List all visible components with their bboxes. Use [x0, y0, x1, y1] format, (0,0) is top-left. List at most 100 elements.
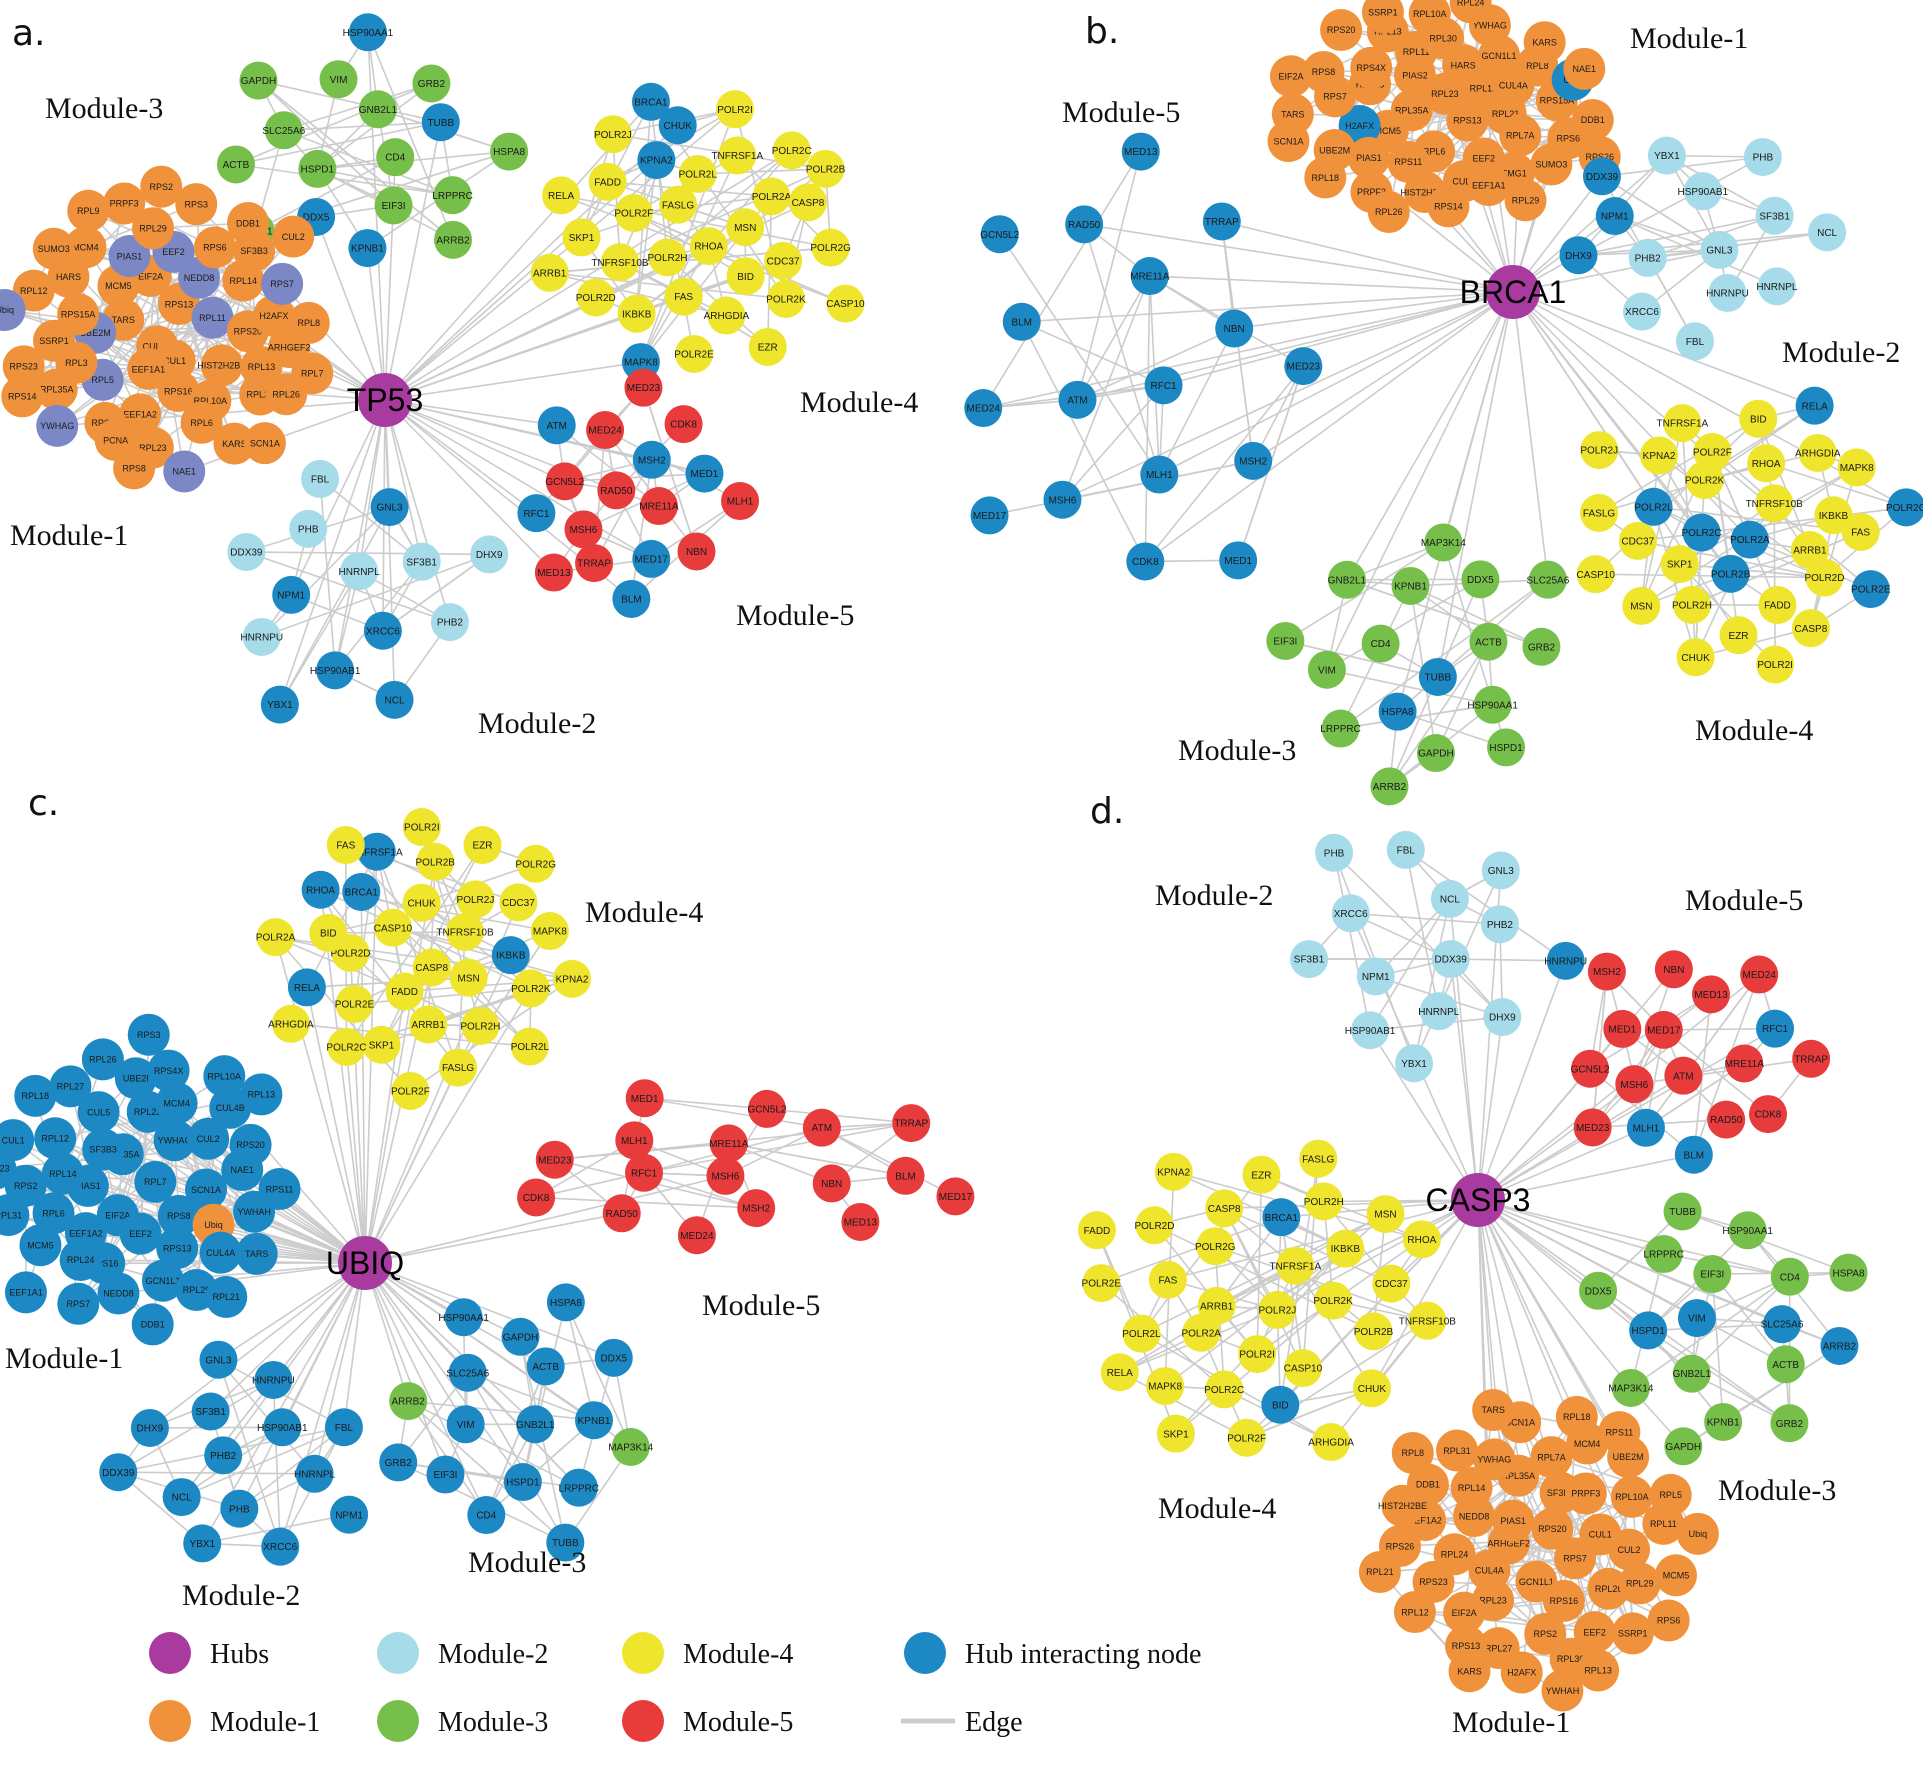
node-circle-ARHGDIA[interactable] [271, 1004, 310, 1043]
node-PHB[interactable]: PHB [220, 1489, 259, 1528]
node-circle-PIAS1[interactable] [1492, 1499, 1535, 1542]
node-BRCA1[interactable]: BRCA1 [1262, 1198, 1301, 1237]
node-POLR2B[interactable]: POLR2B [1354, 1312, 1394, 1351]
node-circle-POLR2C[interactable] [327, 1027, 366, 1066]
node-circle-SSRP1[interactable] [32, 319, 75, 362]
node-circle-MED24[interactable] [677, 1216, 716, 1255]
node-HSPA8[interactable]: HSPA8 [546, 1283, 585, 1322]
node-RPL35A[interactable]: RPL35A [35, 368, 78, 411]
node-circle-GNB2L1[interactable] [358, 90, 397, 129]
node-circle-HSPA8[interactable] [1829, 1253, 1868, 1292]
node-circle-HNRNPU[interactable] [254, 1360, 293, 1399]
node-VIM[interactable]: VIM [319, 60, 358, 99]
node-circle-SSRP1[interactable] [1611, 1612, 1654, 1655]
node-BID[interactable]: BID [726, 257, 765, 296]
node-CHUK[interactable]: CHUK [1676, 638, 1715, 677]
node-CHUK[interactable]: CHUK [658, 106, 697, 145]
node-circle-RELA[interactable] [1100, 1353, 1139, 1392]
node-circle-MED13[interactable] [534, 553, 573, 592]
node-circle-FASLG[interactable] [659, 185, 698, 224]
node-circle-FADD[interactable] [588, 162, 627, 201]
node-MED23[interactable]: MED23 [624, 368, 663, 407]
node-circle-EZR[interactable] [748, 327, 787, 366]
node-circle-FBL[interactable] [324, 1408, 363, 1447]
node-DDB1[interactable]: DDB1 [1571, 98, 1614, 141]
node-TUBB[interactable]: TUBB [1418, 657, 1457, 696]
node-GCN5L2[interactable]: GCN5L2 [545, 462, 585, 501]
node-circle-POLR2C[interactable] [1205, 1370, 1244, 1409]
node-TARS[interactable]: TARS [1472, 1388, 1515, 1431]
node-circle-PHB[interactable] [220, 1489, 259, 1528]
node-circle-ATM[interactable] [537, 406, 576, 445]
node-KPNA2[interactable]: KPNA2 [553, 959, 592, 998]
node-YBX1[interactable]: YBX1 [1395, 1044, 1434, 1083]
node-circle-ARRB2[interactable] [434, 220, 473, 259]
node-TNFRSF1A[interactable]: TNFRSF1A [1657, 404, 1709, 443]
node-circle-GNB2L1[interactable] [1672, 1354, 1711, 1393]
node-circle-SKP1[interactable] [362, 1025, 401, 1064]
node-POLR2D[interactable]: POLR2D [1804, 558, 1844, 597]
node-POLR2I[interactable]: POLR2I [715, 90, 754, 129]
node-POLR2I[interactable]: POLR2I [1238, 1335, 1277, 1374]
node-MRE11A[interactable]: MRE11A [1130, 257, 1170, 296]
node-circle-MED23[interactable] [1573, 1108, 1612, 1147]
node-circle-POLR2G[interactable] [516, 844, 555, 883]
node-circle-GRB2[interactable] [379, 1443, 418, 1482]
node-GNL3[interactable]: GNL3 [199, 1340, 238, 1379]
node-MSH2[interactable]: MSH2 [1234, 441, 1273, 480]
node-RPL24[interactable]: RPL24 [1449, 0, 1492, 24]
node-circle-POLR2K[interactable] [511, 969, 550, 1008]
node-circle-GRB2[interactable] [1770, 1404, 1809, 1443]
node-circle-ACTB[interactable] [216, 145, 255, 184]
node-MSH6[interactable]: MSH6 [1043, 480, 1082, 519]
node-circle-NCL[interactable] [375, 680, 414, 719]
node-PRPF3[interactable]: PRPF3 [1564, 1472, 1607, 1515]
node-KARS[interactable]: KARS [1523, 21, 1566, 64]
node-circle-RPL12[interactable] [34, 1117, 77, 1160]
node-EIF3I[interactable]: EIF3I [1693, 1255, 1732, 1294]
node-MED1[interactable]: MED1 [1219, 541, 1258, 580]
node-SF3B1[interactable]: SF3B1 [1755, 196, 1794, 235]
node-circle-LRPPRC[interactable] [1321, 709, 1360, 748]
node-Ubiq[interactable]: Ubiq [0, 288, 26, 331]
node-SKP1[interactable]: SKP1 [1660, 545, 1699, 584]
node-DHX9[interactable]: DHX9 [1483, 998, 1522, 1037]
node-RPL29[interactable]: RPL29 [132, 207, 175, 250]
node-circle-SF3B1[interactable] [191, 1392, 230, 1431]
node-circle-KPNB1[interactable] [1391, 566, 1430, 605]
node-MED13[interactable]: MED13 [841, 1202, 880, 1241]
node-POLR2A[interactable]: POLR2A [256, 918, 296, 957]
node-GNB2L1[interactable]: GNB2L1 [1328, 560, 1367, 599]
node-circle-VIM[interactable] [1677, 1299, 1716, 1338]
node-circle-RPL7A[interactable] [1530, 1436, 1573, 1479]
node-circle-RPL6[interactable] [180, 401, 223, 444]
node-CASP10[interactable]: CASP10 [374, 908, 413, 947]
node-circle-RPL7[interactable] [291, 352, 334, 395]
node-GNL3[interactable]: GNL3 [370, 488, 409, 527]
node-DDB1[interactable]: DDB1 [227, 202, 270, 245]
node-POLR2H[interactable]: POLR2H [1304, 1182, 1344, 1221]
node-circle-UBE2I[interactable] [114, 1057, 157, 1100]
node-MCM5[interactable]: MCM5 [1654, 1554, 1697, 1597]
node-RPS8[interactable]: RPS8 [113, 447, 156, 490]
node-EEF2[interactable]: EEF2 [119, 1212, 162, 1255]
node-RPS15A[interactable]: RPS15A [57, 293, 100, 336]
node-circle-RHOA[interactable] [1747, 444, 1786, 483]
node-circle-IKBKB[interactable] [1814, 496, 1853, 535]
node-circle-POLR2I[interactable] [402, 808, 441, 847]
hub-circle-UBIQ[interactable] [338, 1236, 392, 1290]
node-PIAS1[interactable]: PIAS1 [1492, 1499, 1535, 1542]
node-circle-POLR2E[interactable] [675, 334, 714, 373]
node-circle-POLR2L[interactable] [1122, 1314, 1161, 1353]
node-POLR2J[interactable]: POLR2J [1258, 1290, 1297, 1329]
node-circle-EEF1A1[interactable] [4, 1271, 47, 1314]
node-circle-RPL8[interactable] [1391, 1431, 1434, 1474]
node-circle-ARRB1[interactable] [530, 253, 569, 292]
node-GAPDH[interactable]: GAPDH [1416, 734, 1455, 773]
node-circle-DDX39[interactable] [1582, 157, 1621, 196]
node-RPS16[interactable]: RPS16 [1542, 1579, 1585, 1622]
node-circle-RPL29[interactable] [132, 207, 175, 250]
node-circle-MSN[interactable] [1366, 1195, 1405, 1234]
node-circle-MLH1[interactable] [615, 1121, 654, 1160]
node-circle-EEF1A1[interactable] [1467, 164, 1510, 207]
